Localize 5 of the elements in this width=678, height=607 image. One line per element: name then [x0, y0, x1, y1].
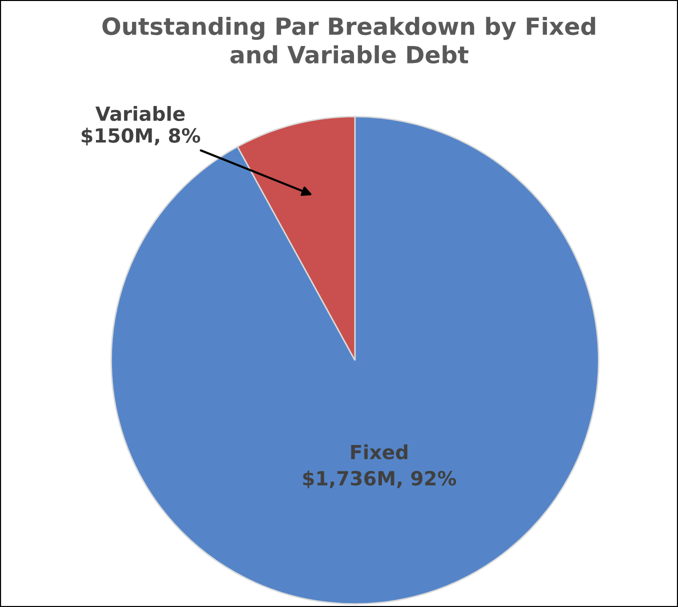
data-label: $1,736M, 92% — [303, 470, 456, 488]
chart-title: Outstanding Par Breakdown by Fixed and Variable Debt — [102, 16, 596, 64]
data-label: $150M, 8% — [82, 128, 200, 146]
slice-label: Variable — [95, 106, 185, 122]
slice-label: Fixed — [351, 444, 408, 460]
